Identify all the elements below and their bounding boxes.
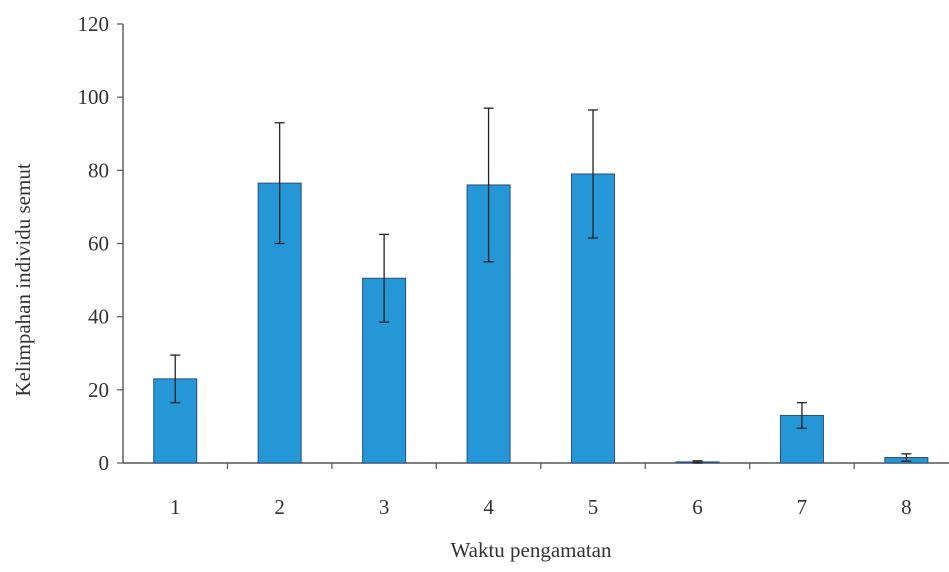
x-axis: 1 2 3 4 5 6 7 8: [123, 462, 949, 519]
y-tick-label: 100: [78, 85, 110, 109]
x-tick-label: 3: [379, 495, 390, 519]
error-bars: [170, 107, 912, 464]
x-tick-label: 6: [692, 495, 703, 519]
y-tick-label: 80: [88, 158, 109, 182]
error-bar: [796, 401, 807, 429]
bars: [153, 173, 929, 464]
x-tick-label: 7: [797, 495, 808, 519]
error-bar: [170, 354, 181, 404]
error-bar: [901, 453, 912, 462]
y-tick-label: 120: [78, 12, 110, 36]
x-tick-label: 5: [588, 495, 599, 519]
x-tick-label: 2: [274, 495, 285, 519]
error-bar: [692, 460, 703, 464]
error-bar: [379, 233, 390, 323]
y-tick-label: 40: [88, 305, 109, 329]
bar: [362, 277, 407, 464]
y-tick-label: 0: [99, 451, 110, 475]
error-bar: [274, 122, 285, 245]
bar: [153, 378, 198, 464]
y-axis: 0 20 40 60 80 100 120: [78, 12, 124, 475]
x-axis-title: Waktu pengamatan: [451, 538, 612, 562]
x-tick-label: 1: [170, 495, 181, 519]
error-bar: [588, 109, 599, 239]
error-bar: [483, 107, 494, 263]
y-tick-label: 60: [88, 232, 109, 256]
y-axis-title: Kelimpahan individu semut: [11, 163, 35, 396]
y-tick-label: 20: [88, 378, 109, 402]
x-tick-label: 4: [483, 495, 494, 519]
x-tick-label: 8: [901, 495, 912, 519]
